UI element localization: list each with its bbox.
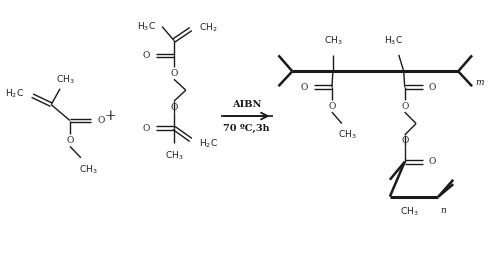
Text: AIBN: AIBN [232,100,262,109]
Text: $\mathsf{CH_2}$: $\mathsf{CH_2}$ [198,21,218,34]
Text: O: O [428,157,436,166]
Text: O: O [66,136,73,145]
Text: O: O [301,83,308,92]
Text: O: O [428,83,436,92]
Text: $\mathsf{CH_3}$: $\mathsf{CH_3}$ [56,73,74,86]
Text: +: + [105,109,117,123]
Text: 70 ºC,3h: 70 ºC,3h [224,124,270,133]
Text: $\mathsf{CH_3}$: $\mathsf{CH_3}$ [338,128,357,141]
Text: $\mathsf{H_3C}$: $\mathsf{H_3C}$ [137,20,156,33]
Text: $\mathsf{CH_3}$: $\mathsf{CH_3}$ [80,164,98,176]
Text: $\mathsf{H_2C}$: $\mathsf{H_2C}$ [5,87,24,100]
Text: m: m [476,78,484,87]
Text: $\mathsf{CH_3}$: $\mathsf{CH_3}$ [324,35,342,48]
Text: O: O [143,124,150,133]
Text: O: O [97,116,104,125]
Text: O: O [143,51,150,60]
Text: $\mathsf{H_3C}$: $\mathsf{H_3C}$ [384,35,404,48]
Text: O: O [170,103,177,112]
Text: O: O [401,102,408,111]
Text: $\mathsf{H_2C}$: $\mathsf{H_2C}$ [198,137,218,150]
Text: n: n [440,206,446,215]
Text: $\mathsf{CH_3}$: $\mathsf{CH_3}$ [400,206,419,218]
Text: O: O [170,69,177,78]
Text: O: O [401,136,408,145]
Text: $\mathsf{CH_3}$: $\mathsf{CH_3}$ [164,149,184,162]
Text: O: O [328,102,336,111]
